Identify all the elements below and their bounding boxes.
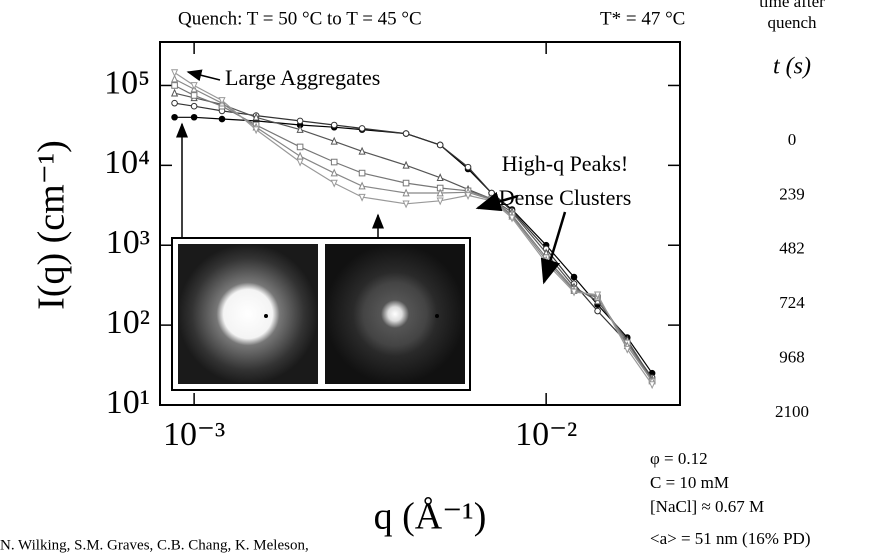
annotation: Large Aggregates (225, 65, 380, 90)
x-axis-label: q (Å⁻¹) (374, 496, 487, 538)
data-point (595, 308, 601, 314)
data-point (172, 114, 178, 120)
data-point (191, 103, 197, 109)
y-tick-label: 10¹ (106, 384, 150, 421)
data-point (331, 170, 337, 176)
x-tick-label: 10⁻³ (163, 416, 225, 453)
parameter: <a> = 51 nm (16% PD) (650, 529, 811, 548)
y-tick-label: 10³ (106, 224, 150, 261)
data-point (331, 159, 337, 165)
inset (172, 238, 470, 390)
chart-subtitle: T* = 47 °C (600, 8, 685, 29)
data-point (172, 100, 178, 106)
annotation: Dense Clusters (499, 185, 632, 210)
data-point (219, 116, 225, 122)
legend-label: 2100 (775, 402, 809, 421)
data-point (297, 159, 303, 165)
legend-title: t (s) (773, 54, 811, 80)
data-point (571, 274, 577, 280)
legend-label: 239 (779, 184, 805, 203)
credit: N. Wilking, S.M. Graves, C.B. Chang, K. … (0, 537, 309, 553)
parameter: [NaCl] ≈ 0.67 M (650, 497, 764, 516)
data-point (331, 180, 337, 186)
y-tick-label: 10⁵ (104, 64, 150, 101)
data-point (331, 122, 337, 128)
data-point (359, 170, 365, 176)
data-point (172, 90, 178, 96)
legend-label: 724 (779, 293, 805, 312)
data-point (172, 83, 178, 89)
parameter: C = 10 mM (650, 473, 729, 492)
beamstop (435, 314, 439, 318)
y-tick-label: 10² (106, 304, 150, 341)
legend-title: quench (767, 13, 817, 32)
data-point (297, 153, 303, 159)
y-tick-label: 10⁴ (104, 144, 150, 181)
data-point (403, 131, 409, 137)
inset-image (178, 244, 318, 384)
beamstop (264, 314, 268, 318)
data-point (403, 180, 409, 186)
legend-label: 968 (779, 348, 805, 367)
data-point (649, 382, 655, 388)
data-point (359, 126, 365, 132)
legend-label: 482 (779, 239, 805, 258)
arrow (188, 72, 220, 80)
parameter: φ = 0.12 (650, 449, 708, 468)
chart-title: Quench: T = 50 °C to T = 45 °C (178, 8, 422, 29)
data-point (297, 144, 303, 150)
legend-label: 0 (788, 130, 797, 149)
data-point (172, 70, 178, 76)
legend-title: time after (759, 0, 825, 11)
data-point (191, 93, 197, 99)
data-point (465, 164, 471, 170)
data-point (191, 114, 197, 120)
y-axis-label: I(q) (cm⁻¹) (31, 140, 73, 310)
x-tick-label: 10⁻² (515, 416, 577, 453)
data-point (297, 118, 303, 124)
data-point (437, 142, 443, 148)
inset-image (325, 244, 465, 384)
figure: Quench: T = 50 °C to T = 45 °C T* = 47 °… (0, 0, 883, 557)
annotation: High-q Peaks! (502, 151, 628, 176)
